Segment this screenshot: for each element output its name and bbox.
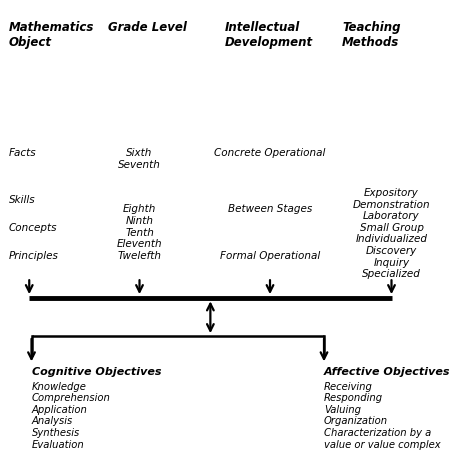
Text: Principles: Principles [9, 251, 59, 261]
Text: Grade Level: Grade Level [108, 21, 187, 34]
Text: Concepts: Concepts [9, 223, 58, 233]
Text: Between Stages: Between Stages [228, 204, 312, 214]
Text: Concrete Operational: Concrete Operational [214, 148, 326, 158]
Text: Sixth
Seventh: Sixth Seventh [118, 148, 161, 170]
Text: Facts: Facts [9, 148, 36, 158]
Text: Mathematics
Object: Mathematics Object [9, 21, 94, 49]
Text: Expository
Demonstration
Laboratory
Small Group
Individualized
Discovery
Inquiry: Expository Demonstration Laboratory Smal… [353, 188, 430, 279]
Text: Teaching
Methods: Teaching Methods [342, 21, 400, 49]
Text: Receiving
Responding
Valuing
Organization
Characterization by a
value or value c: Receiving Responding Valuing Organizatio… [324, 382, 441, 450]
Text: Affective Objectives: Affective Objectives [324, 367, 450, 376]
Text: Formal Operational: Formal Operational [220, 251, 320, 261]
Text: Knowledge
Comprehension
Application
Analysis
Synthesis
Evaluation: Knowledge Comprehension Application Anal… [32, 382, 110, 450]
Text: Eighth
Ninth
Tenth
Eleventh
Twelefth: Eighth Ninth Tenth Eleventh Twelefth [117, 204, 162, 261]
Text: Skills: Skills [9, 195, 36, 205]
Text: Cognitive Objectives: Cognitive Objectives [32, 367, 161, 376]
Text: Intellectual
Development: Intellectual Development [225, 21, 313, 49]
